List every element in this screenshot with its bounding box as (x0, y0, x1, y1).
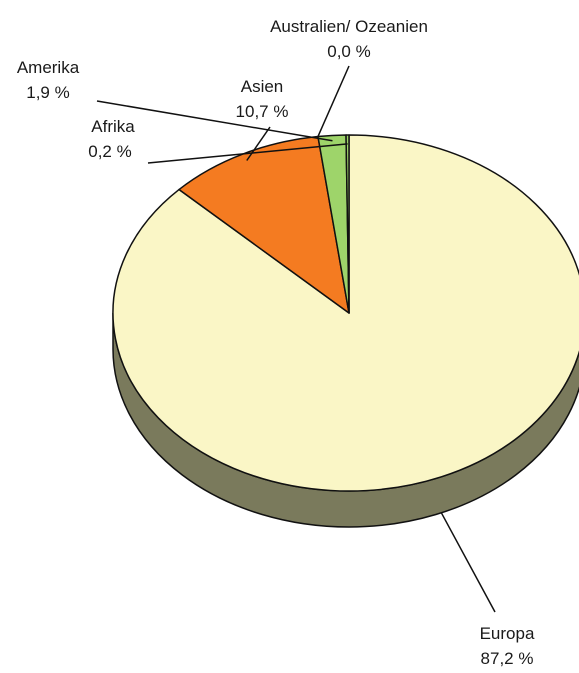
leader-line-afrika (147, 143, 348, 164)
pie-slices (112, 134, 579, 528)
label-afrika-name: Afrika (91, 117, 135, 136)
label-asien-name: Asien (241, 77, 284, 96)
leader-line-asien (246, 126, 271, 161)
leader-line-australien-ozeanien (317, 65, 350, 137)
label-asien-value: 10,7 % (236, 102, 289, 121)
slice-labels: Australien/ Ozeanien 0,0 % Amerika 1,9 %… (17, 17, 535, 668)
leader-line-amerika (96, 100, 333, 142)
leader-line-europa (440, 512, 496, 613)
label-afrika-value: 0,2 % (88, 142, 131, 161)
label-europa-name: Europa (480, 624, 535, 643)
label-australien-value: 0,0 % (327, 42, 370, 61)
slice-afrika (345, 134, 350, 314)
slice-europa (112, 134, 579, 492)
label-europa-value: 87,2 % (481, 649, 534, 668)
label-australien-name: Australien/ Ozeanien (270, 17, 428, 36)
label-amerika-name: Amerika (17, 58, 80, 77)
label-amerika-value: 1,9 % (26, 83, 69, 102)
leader-lines (96, 65, 496, 613)
